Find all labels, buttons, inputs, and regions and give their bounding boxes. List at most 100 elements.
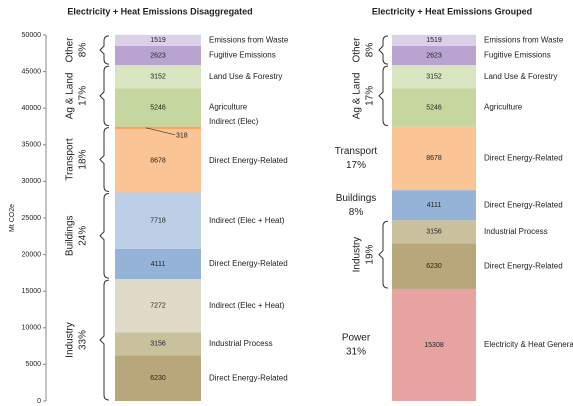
group-label: Transport bbox=[65, 138, 76, 181]
y-tick-label: 15000 bbox=[22, 288, 42, 295]
value-label: 5246 bbox=[426, 104, 442, 111]
segment-label: Agriculture bbox=[484, 103, 523, 112]
value-label: 2623 bbox=[150, 52, 166, 59]
leader-line bbox=[145, 127, 176, 136]
segment-label: Direct Energy-Related bbox=[484, 200, 563, 209]
group-share: 17% bbox=[365, 86, 376, 106]
segment-label: Emissions from Waste bbox=[484, 36, 564, 45]
group-label: Other bbox=[65, 37, 76, 63]
bar-segment bbox=[392, 45, 476, 66]
y-tick-label: 35000 bbox=[22, 142, 42, 149]
group-share: 33% bbox=[78, 330, 89, 350]
value-label: 2623 bbox=[426, 52, 442, 59]
bar-segment bbox=[115, 192, 201, 249]
group-label: Other bbox=[352, 37, 363, 63]
value-label: 1519 bbox=[150, 37, 166, 44]
group-share: 24% bbox=[78, 226, 89, 246]
value-label: 6230 bbox=[426, 263, 442, 270]
value-label: 4111 bbox=[427, 202, 442, 209]
value-label: 6230 bbox=[150, 375, 166, 382]
group-share: 31% bbox=[346, 347, 366, 358]
segment-label: Electricity & Heat Generation bbox=[484, 340, 573, 349]
value-label: 7272 bbox=[150, 303, 166, 310]
bar-segment bbox=[115, 279, 201, 333]
value-label: 8678 bbox=[150, 158, 166, 165]
group-label: Ag & Land bbox=[65, 73, 76, 120]
value-label: 4111 bbox=[151, 261, 166, 268]
brace bbox=[99, 127, 110, 192]
segment-label: Direct Energy-Related bbox=[484, 153, 563, 162]
bar-segment bbox=[392, 243, 476, 289]
value-label: 3152 bbox=[426, 74, 442, 81]
brace bbox=[99, 279, 110, 401]
bar-segment bbox=[115, 126, 201, 129]
group-share: 17% bbox=[78, 86, 89, 106]
brace bbox=[99, 192, 110, 279]
value-label: 1519 bbox=[426, 37, 442, 44]
group-label: Transport bbox=[335, 146, 378, 157]
bar-segment bbox=[115, 355, 201, 401]
group-label: Buildings bbox=[336, 193, 377, 204]
bar-segment bbox=[392, 220, 476, 244]
value-label: 15308 bbox=[424, 342, 444, 349]
y-tick-label: 40000 bbox=[22, 105, 42, 112]
group-share: 19% bbox=[365, 244, 376, 264]
chart-title: Electricity + Heat Emissions Grouped bbox=[372, 6, 532, 16]
y-tick-label: 45000 bbox=[22, 68, 42, 75]
y-tick-label: 30000 bbox=[22, 178, 42, 185]
bar-segment bbox=[392, 126, 476, 191]
bar-segment bbox=[392, 288, 476, 401]
segment-label: Agriculture bbox=[209, 103, 248, 112]
y-tick-label: 5000 bbox=[25, 361, 41, 368]
brace bbox=[378, 65, 389, 127]
bar-segment bbox=[115, 88, 201, 127]
group-label: Power bbox=[342, 333, 371, 344]
value-label: 5246 bbox=[150, 104, 166, 111]
group-share: 18% bbox=[78, 149, 89, 169]
bar-segment bbox=[115, 332, 201, 356]
brace bbox=[378, 220, 389, 289]
group-share: 8% bbox=[78, 43, 89, 58]
group-share: 8% bbox=[349, 207, 364, 218]
value-label: 3156 bbox=[150, 341, 166, 348]
segment-label: Fugitive Emissions bbox=[484, 51, 551, 60]
bar-segment bbox=[115, 248, 201, 280]
y-axis-label: Mt CO2e bbox=[9, 204, 16, 232]
segment-label: Direct Energy-Related bbox=[209, 373, 288, 382]
segment-label: Emissions from Waste bbox=[209, 36, 289, 45]
bar-segment bbox=[392, 190, 476, 221]
segment-label: Direct Energy-Related bbox=[209, 259, 288, 268]
brace bbox=[99, 35, 110, 65]
segment-label: Indirect (Elec + Heat) bbox=[209, 301, 285, 310]
brace bbox=[378, 35, 389, 65]
y-tick-label: 0 bbox=[37, 398, 41, 405]
segment-label: Land Use & Forestry bbox=[209, 72, 282, 81]
bar-segment bbox=[115, 128, 201, 193]
group-label: Ag & Land bbox=[352, 73, 363, 120]
bar-segment bbox=[115, 65, 201, 89]
bar-segment bbox=[115, 34, 201, 46]
bar-segment bbox=[392, 65, 476, 89]
brace bbox=[99, 65, 110, 127]
group-share: 17% bbox=[346, 160, 366, 171]
value-label: 7718 bbox=[150, 218, 166, 225]
segment-label: Fugitive Emissions bbox=[209, 51, 276, 60]
segment-label: Indirect (Elec) bbox=[209, 117, 259, 126]
group-label: Industry bbox=[352, 237, 363, 273]
segment-label: Industrial Process bbox=[209, 339, 273, 348]
value-label: 3152 bbox=[150, 74, 166, 81]
value-label: 3156 bbox=[426, 229, 442, 236]
value-label: 8678 bbox=[426, 155, 442, 162]
group-label: Industry bbox=[65, 322, 76, 358]
group-label: Buildings bbox=[65, 215, 76, 256]
segment-label: Indirect (Elec + Heat) bbox=[209, 216, 285, 225]
segment-label: Industrial Process bbox=[484, 227, 548, 236]
y-tick-label: 20000 bbox=[22, 251, 42, 258]
y-tick-label: 50000 bbox=[22, 32, 42, 39]
chart-title: Electricity + Heat Emissions Disaggregat… bbox=[67, 6, 252, 16]
bar-segment bbox=[392, 34, 476, 46]
segment-label: Direct Energy-Related bbox=[209, 156, 288, 165]
bar-segment bbox=[392, 88, 476, 127]
group-share: 8% bbox=[365, 43, 376, 58]
